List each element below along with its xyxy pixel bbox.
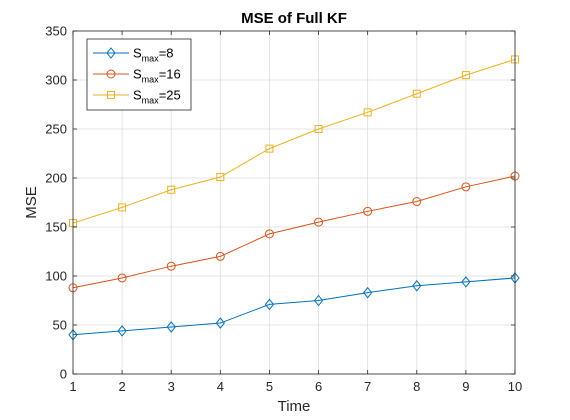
data-point-marker: [215, 317, 225, 329]
data-point-marker: [117, 273, 127, 283]
y-tick-label: 100: [45, 269, 67, 284]
data-point-marker: [313, 294, 324, 307]
legend-label: Smax=25: [133, 88, 181, 106]
x-tick-label: 10: [508, 379, 522, 394]
legend-label: Smax=16: [133, 67, 181, 85]
data-point-marker: [461, 182, 471, 192]
legend-marker: [107, 91, 115, 99]
series-2: [68, 171, 520, 293]
x-tick-label: 7: [364, 379, 371, 394]
y-tick-label: 0: [60, 367, 67, 382]
y-tick-label: 150: [45, 220, 67, 235]
x-tick-label: 2: [118, 379, 125, 394]
data-point-marker: [314, 217, 324, 227]
data-point-marker: [166, 261, 176, 271]
data-point-marker: [363, 286, 373, 299]
x-tick-label: 1: [69, 379, 76, 394]
plot-area-border: [72, 30, 516, 375]
data-point-marker: [412, 197, 422, 207]
x-tick-label: 4: [217, 379, 224, 394]
series-1: [68, 272, 520, 341]
data-point-marker: [461, 276, 471, 288]
data-point-marker: [264, 229, 274, 239]
legend-item: Smax=25: [93, 88, 181, 106]
y-axis-label: MSE: [23, 186, 40, 219]
y-tick-label: 350: [45, 24, 67, 39]
data-point-marker: [216, 173, 225, 182]
data-point-marker: [461, 71, 470, 80]
data-point-marker: [118, 203, 127, 212]
data-point-marker: [264, 298, 275, 311]
data-point-marker: [167, 185, 176, 194]
data-point-marker: [412, 89, 421, 98]
data-point-marker: [215, 251, 225, 261]
legend-item: Smax=8: [93, 46, 174, 64]
x-tick-label: 3: [168, 379, 175, 394]
data-point-marker: [363, 108, 372, 117]
y-tick-label: 250: [45, 122, 67, 137]
data-point-marker: [412, 279, 422, 292]
series-line: [72, 277, 516, 336]
legend-label: Smax=8: [133, 46, 174, 64]
legend-marker: [106, 69, 116, 79]
series-3: [69, 55, 519, 228]
x-tick-label: 9: [462, 379, 469, 394]
series-line: [72, 58, 516, 224]
y-tick-label: 300: [45, 73, 67, 88]
x-tick-label: 6: [315, 379, 322, 394]
data-point-marker: [314, 125, 323, 133]
chart-title: MSE of Full KF: [241, 10, 347, 27]
x-tick-label: 5: [266, 379, 273, 394]
data-point-marker: [166, 321, 176, 333]
y-tick-label: 50: [53, 318, 67, 333]
data-point-marker: [363, 206, 373, 216]
data-point-marker: [117, 325, 127, 337]
series-layer: [68, 55, 520, 341]
data-point-marker: [265, 144, 274, 153]
legend: Smax=8 Smax=16 Smax=25: [86, 38, 192, 111]
x-tick-label: 8: [413, 379, 420, 394]
legend-item: Smax=16: [93, 67, 181, 85]
legend-marker: [106, 47, 116, 59]
x-axis-label: Time: [278, 398, 311, 415]
y-tick-label: 200: [45, 171, 67, 186]
series-line: [72, 175, 516, 289]
